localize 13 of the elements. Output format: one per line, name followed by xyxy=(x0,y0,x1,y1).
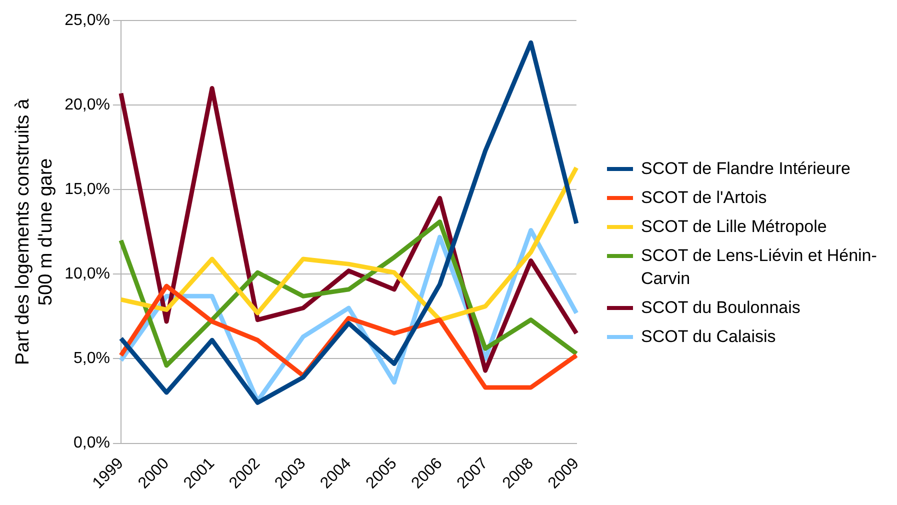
y-tick-label: 25,0% xyxy=(64,12,110,30)
y-tick-label: 5,0% xyxy=(74,350,110,368)
legend-label: SCOT de Flandre Intérieure xyxy=(641,158,850,180)
legend-label: SCOT de l'Artois xyxy=(641,186,767,208)
legend-label: SCOT de Lille Métropole xyxy=(641,216,827,238)
legend-label: SCOT de Lens-Liévin et Hénin-Carvin xyxy=(641,244,878,290)
legend-label: SCOT du Boulonnais xyxy=(641,296,800,318)
y-tick-label: 0,0% xyxy=(74,434,110,452)
y-axis-title: Part des logements construits à 500 m d'une gare xyxy=(12,98,56,365)
y-tick-label: 15,0% xyxy=(64,181,110,198)
y-tick-label: 20,0% xyxy=(64,96,110,114)
y-tick-label: 10,0% xyxy=(64,266,110,283)
legend-label: SCOT du Calaisis xyxy=(641,326,776,348)
